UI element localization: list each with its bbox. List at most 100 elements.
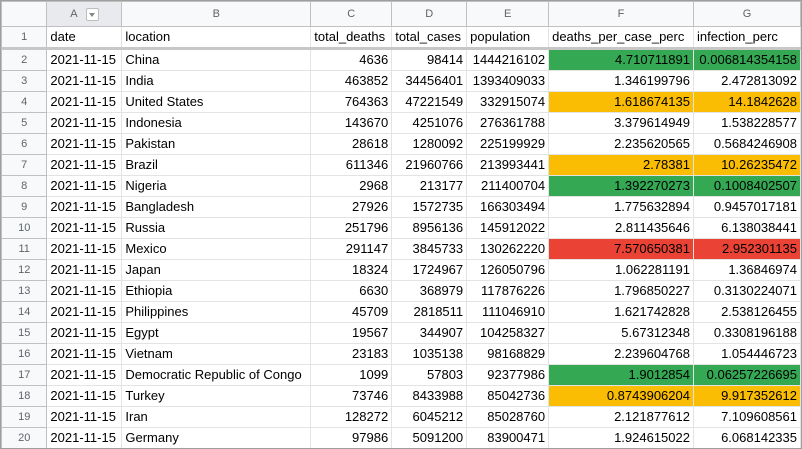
cell-inf[interactable]: 0.06257226695 [692,364,801,386]
cell-total-deaths[interactable]: 18324 [310,259,393,281]
cell-dpc[interactable]: 1.9012854 [548,364,694,386]
cell-population[interactable]: 130262220 [466,238,550,260]
cell-inf[interactable]: 6.068142335 [692,427,801,448]
column-header-c[interactable]: C [310,1,393,27]
column-header-e[interactable]: E [466,1,550,27]
row-header[interactable]: 19 [1,406,48,428]
cell-total-cases[interactable]: 344907 [391,322,468,344]
row-header[interactable]: 18 [1,385,48,407]
cell-total-cases[interactable]: 4251076 [391,112,468,134]
cell-date[interactable]: 2021-11-15 [46,175,123,197]
column-header-b[interactable]: B [121,1,312,27]
cell-dpc[interactable]: 2.121877612 [548,406,694,428]
header-cell-infection-perc[interactable]: infection_perc [692,26,801,50]
cell-population[interactable]: 111046910 [466,301,550,323]
cell-population[interactable]: 166303494 [466,196,550,218]
cell-date[interactable]: 2021-11-15 [46,259,123,281]
cell-total-deaths[interactable]: 2968 [310,175,393,197]
row-header[interactable]: 12 [1,259,48,281]
cell-dpc[interactable]: 4.710711891 [548,48,694,71]
cell-location[interactable]: Nigeria [121,175,312,197]
cell-total-deaths[interactable]: 463852 [310,70,393,92]
cell-dpc[interactable]: 2.811435646 [548,217,694,239]
row-header[interactable]: 14 [1,301,48,323]
cell-population[interactable]: 104258327 [466,322,550,344]
cell-total-cases[interactable]: 21960766 [391,154,468,176]
cell-total-cases[interactable]: 2818511 [391,301,468,323]
cell-inf[interactable]: 0.3130224071 [692,280,801,302]
header-cell-deaths-per-case-perc[interactable]: deaths_per_case_perc [548,26,694,50]
header-cell-population[interactable]: population [466,26,550,50]
row-header[interactable]: 17 [1,364,48,386]
cell-dpc[interactable]: 1.618674135 [548,91,694,113]
row-header[interactable]: 11 [1,238,48,260]
row-header[interactable]: 4 [1,91,48,113]
cell-dpc[interactable]: 2.78381 [548,154,694,176]
cell-total-deaths[interactable]: 23183 [310,343,393,365]
cell-inf[interactable]: 7.109608561 [692,406,801,428]
cell-population[interactable]: 1444216102 [466,48,550,71]
cell-location[interactable]: Brazil [121,154,312,176]
cell-total-deaths[interactable]: 251796 [310,217,393,239]
cell-population[interactable]: 85042736 [466,385,550,407]
select-all-corner[interactable] [1,1,48,27]
cell-total-cases[interactable]: 6045212 [391,406,468,428]
cell-total-cases[interactable]: 47221549 [391,91,468,113]
cell-inf[interactable]: 0.9457017181 [692,196,801,218]
cell-inf[interactable]: 6.138038441 [692,217,801,239]
cell-total-cases[interactable]: 98414 [391,48,468,71]
cell-population[interactable]: 1393409033 [466,70,550,92]
cell-dpc[interactable]: 1.775632894 [548,196,694,218]
cell-total-cases[interactable]: 5091200 [391,427,468,448]
column-header-g[interactable]: G [692,1,801,27]
cell-population[interactable]: 332915074 [466,91,550,113]
cell-inf[interactable]: 0.5684246908 [692,133,801,155]
cell-population[interactable]: 145912022 [466,217,550,239]
row-header[interactable]: 20 [1,427,48,448]
row-header[interactable]: 13 [1,280,48,302]
cell-total-cases[interactable]: 1724967 [391,259,468,281]
cell-location[interactable]: Iran [121,406,312,428]
column-header-a[interactable]: A [46,1,123,27]
cell-location[interactable]: Bangladesh [121,196,312,218]
cell-dpc[interactable]: 1.062281191 [548,259,694,281]
cell-date[interactable]: 2021-11-15 [46,154,123,176]
cell-inf[interactable]: 9.917352612 [692,385,801,407]
cell-location[interactable]: Pakistan [121,133,312,155]
cell-date[interactable]: 2021-11-15 [46,196,123,218]
cell-date[interactable]: 2021-11-15 [46,133,123,155]
header-cell-location[interactable]: location [121,26,312,50]
cell-location[interactable]: Russia [121,217,312,239]
cell-total-deaths[interactable]: 128272 [310,406,393,428]
cell-date[interactable]: 2021-11-15 [46,343,123,365]
row-header[interactable]: 8 [1,175,48,197]
cell-location[interactable]: Egypt [121,322,312,344]
row-header[interactable]: 15 [1,322,48,344]
header-cell-date[interactable]: date [46,26,123,50]
cell-location[interactable]: Indonesia [121,112,312,134]
cell-location[interactable]: Vietnam [121,343,312,365]
cell-date[interactable]: 2021-11-15 [46,112,123,134]
cell-dpc[interactable]: 0.8743906204 [548,385,694,407]
cell-dpc[interactable]: 1.346199796 [548,70,694,92]
cell-population[interactable]: 85028760 [466,406,550,428]
cell-date[interactable]: 2021-11-15 [46,48,123,71]
row-header[interactable]: 10 [1,217,48,239]
cell-dpc[interactable]: 1.621742828 [548,301,694,323]
cell-total-deaths[interactable]: 4636 [310,48,393,71]
cell-total-deaths[interactable]: 28618 [310,133,393,155]
cell-date[interactable]: 2021-11-15 [46,238,123,260]
cell-total-deaths[interactable]: 291147 [310,238,393,260]
cell-date[interactable]: 2021-11-15 [46,70,123,92]
cell-location[interactable]: Democratic Republic of Congo [121,364,312,386]
cell-total-deaths[interactable]: 611346 [310,154,393,176]
cell-date[interactable]: 2021-11-15 [46,364,123,386]
cell-location[interactable]: India [121,70,312,92]
cell-total-cases[interactable]: 1280092 [391,133,468,155]
cell-inf[interactable]: 0.1008402507 [692,175,801,197]
cell-total-deaths[interactable]: 1099 [310,364,393,386]
cell-total-deaths[interactable]: 143670 [310,112,393,134]
cell-inf[interactable]: 2.952301135 [692,238,801,260]
cell-date[interactable]: 2021-11-15 [46,217,123,239]
header-cell-total-deaths[interactable]: total_deaths [310,26,393,50]
